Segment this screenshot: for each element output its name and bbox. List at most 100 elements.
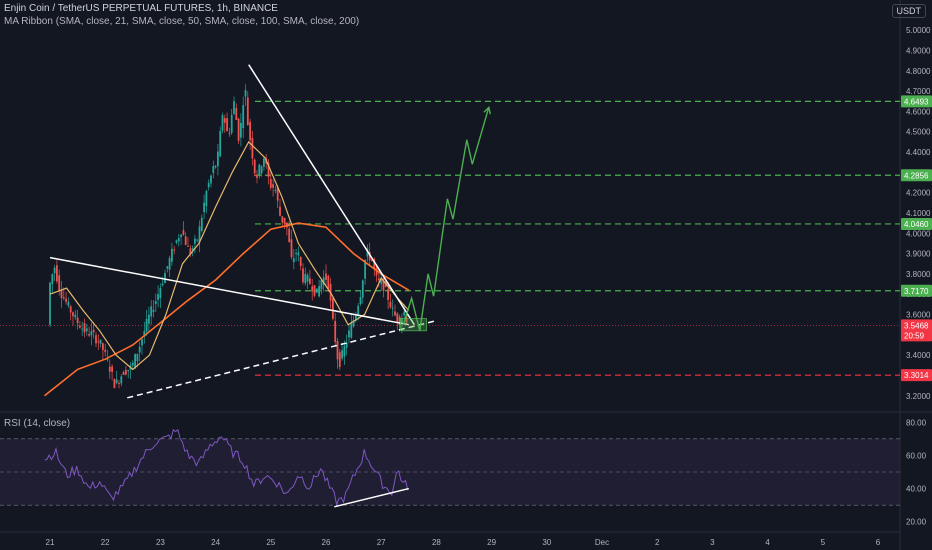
- candle-body: [148, 314, 150, 324]
- candle-body: [364, 259, 366, 279]
- candle-body: [352, 319, 355, 327]
- price-tick-label: 4.1000: [906, 209, 931, 218]
- candle-body: [154, 301, 157, 305]
- time-tick-label: 24: [211, 538, 220, 547]
- candle-body: [143, 331, 146, 337]
- candle-body: [309, 278, 311, 284]
- candle-body: [85, 328, 88, 332]
- candle-body: [288, 228, 291, 242]
- candle-body: [403, 311, 406, 316]
- candle-body: [173, 249, 176, 251]
- candle-body: [113, 379, 116, 389]
- price-tick-label: 3.6000: [906, 311, 931, 320]
- candle-body: [60, 290, 63, 298]
- price-tick-label: 4.4000: [906, 148, 931, 157]
- ma-ribbon-legend[interactable]: MA Ribbon (SMA, close, 21, SMA, close, 5…: [4, 16, 360, 27]
- time-tick-label: 22: [101, 538, 110, 547]
- candle-body: [256, 175, 258, 178]
- candle-body: [311, 286, 314, 292]
- candle-body: [272, 184, 274, 188]
- candle-body: [283, 217, 286, 224]
- support-trendline-dashed: [127, 319, 437, 399]
- candle-body: [401, 317, 403, 325]
- candle-body: [318, 286, 320, 297]
- candle-body: [108, 366, 111, 372]
- candle-body: [230, 114, 233, 133]
- price-tick-label: 4.8000: [906, 67, 931, 76]
- candle-body: [145, 318, 148, 332]
- candle-body: [161, 283, 164, 286]
- candle-body: [267, 162, 270, 177]
- currency-badge[interactable]: USDT: [891, 4, 926, 18]
- price-level-label: 4.2856: [904, 171, 929, 180]
- candle-body: [134, 354, 136, 369]
- candle-body: [56, 265, 58, 282]
- candle-body: [157, 294, 159, 300]
- price-level-label: 3.7170: [904, 287, 929, 296]
- candle-body: [361, 280, 364, 298]
- candle-body: [389, 301, 392, 308]
- candle-body: [99, 339, 102, 344]
- rsi-legend[interactable]: RSI (14, close): [4, 418, 71, 429]
- candle-body: [200, 217, 203, 231]
- candle-body: [187, 245, 189, 247]
- price-tick-label: 4.9000: [906, 46, 931, 55]
- price-level-label: 4.6493: [904, 97, 929, 106]
- projection-arrowhead: [483, 105, 492, 115]
- candle-body: [115, 379, 118, 383]
- candle-body: [168, 258, 171, 270]
- candle-body: [196, 239, 199, 241]
- candle-body: [79, 325, 81, 328]
- candle-body: [350, 323, 353, 338]
- candle-body: [235, 108, 238, 121]
- candle-body: [281, 216, 284, 223]
- candle-body: [242, 105, 245, 129]
- candle-body: [368, 251, 371, 261]
- candle-body: [194, 238, 196, 244]
- candle-body: [343, 346, 346, 357]
- candle-body: [228, 132, 231, 134]
- candle-body: [120, 376, 123, 384]
- candle-body: [380, 279, 383, 284]
- candle-body: [249, 121, 251, 141]
- time-tick-label: 30: [542, 538, 551, 547]
- candle-body: [295, 252, 297, 254]
- trendline: [248, 64, 415, 326]
- candle-body: [95, 335, 97, 344]
- candle-body: [90, 331, 93, 336]
- candle-body: [136, 353, 139, 362]
- candle-body: [244, 90, 247, 97]
- candle-body: [338, 352, 341, 367]
- countdown-label: 20:59: [904, 331, 925, 340]
- price-tick-label: 3.9000: [906, 250, 931, 259]
- candle-body: [366, 248, 369, 257]
- candle-body: [313, 285, 316, 296]
- candle-body: [219, 130, 222, 157]
- candle-body: [269, 178, 272, 188]
- candle-body: [92, 329, 95, 333]
- candle-body: [180, 234, 182, 238]
- price-level-badge: [901, 169, 932, 182]
- candle-body: [164, 272, 166, 284]
- candle-body: [171, 248, 173, 262]
- candle-body: [182, 230, 185, 235]
- rsi-tick-label: 60.00: [906, 451, 927, 460]
- candle-body: [159, 288, 162, 299]
- price-level-badge: [901, 217, 932, 230]
- candle-body: [198, 226, 201, 243]
- price-level-badge: [901, 284, 932, 297]
- candle-body: [251, 137, 254, 159]
- candle-body: [150, 306, 153, 317]
- candle-body: [118, 382, 120, 384]
- candle-body: [258, 164, 261, 176]
- rsi-tick-label: 40.00: [906, 485, 927, 494]
- rsi-line: [44, 428, 409, 507]
- candle-body: [279, 206, 281, 216]
- candle-body: [51, 274, 54, 285]
- time-tick-label: 21: [46, 538, 55, 547]
- candle-body: [74, 314, 77, 318]
- symbol-legend[interactable]: Enjin Coin / TetherUS PERPETUAL FUTURES,…: [4, 3, 278, 14]
- price-tick-label: 3.8000: [906, 270, 931, 279]
- candle-body: [290, 239, 293, 258]
